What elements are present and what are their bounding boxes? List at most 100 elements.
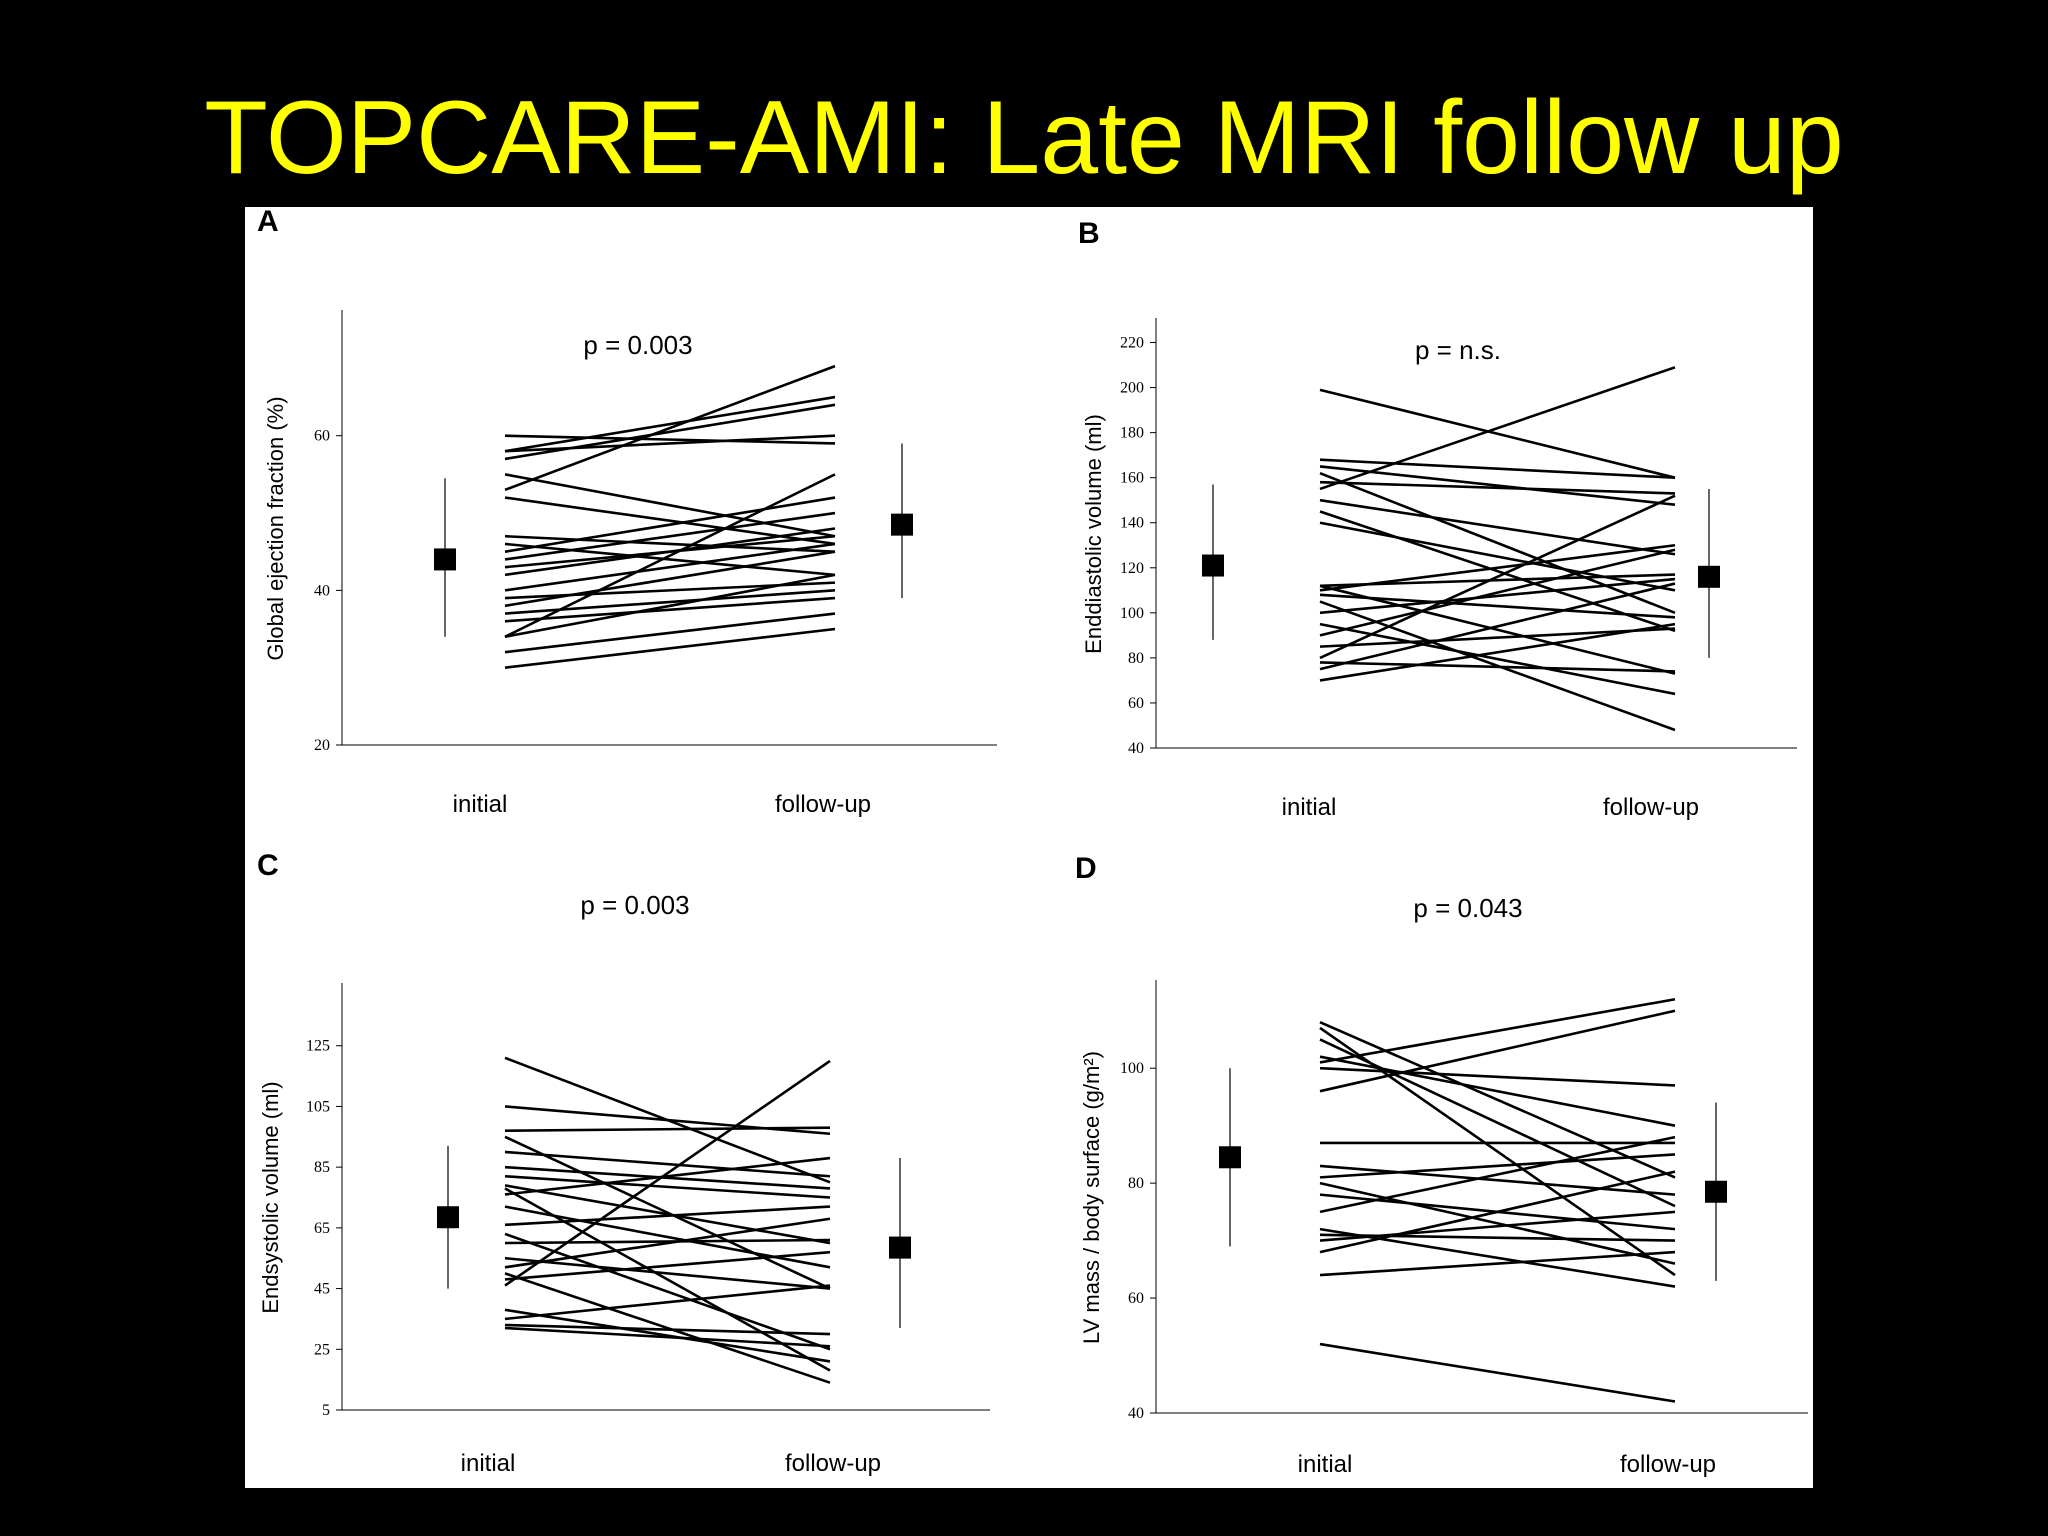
patient-line [504, 403, 836, 461]
panel-letter: C [257, 849, 279, 882]
y-tick-label: 120 [1120, 560, 1144, 577]
patient-line [1319, 573, 1676, 588]
patient-line [504, 627, 836, 669]
patient-line [504, 1059, 831, 1287]
patient-line [504, 473, 836, 638]
mean-marker [889, 1236, 911, 1259]
panel-letter: B [1078, 217, 1100, 250]
x-category-label: follow-up [775, 791, 871, 818]
y-tick-label: 40 [314, 582, 330, 599]
patient-line [1319, 584, 1676, 675]
patient-line [1319, 577, 1676, 615]
y-tick-label: 25 [314, 1341, 330, 1358]
y-tick-label: 40 [1128, 1405, 1144, 1422]
x-category-label: follow-up [1603, 794, 1699, 821]
y-tick-label: 200 [1120, 380, 1144, 397]
y-tick-label: 180 [1120, 425, 1144, 442]
patient-line [1319, 1066, 1676, 1087]
patient-line [1319, 1038, 1676, 1208]
y-axis-title: Enddiastolic volume (ml) [1081, 414, 1106, 654]
patient-line [1319, 1021, 1676, 1179]
patient-line [504, 434, 836, 453]
patient-line [504, 1165, 831, 1190]
y-tick-label: 85 [314, 1159, 330, 1176]
patient-line [504, 1135, 831, 1290]
patient-line [504, 1326, 831, 1348]
mean-marker [1219, 1146, 1241, 1169]
y-tick-label: 60 [1128, 1290, 1144, 1307]
patient-line [1319, 1026, 1676, 1277]
chart-panel-d: Dp = 0.043 40 60 80 100 LV mass / body surfac… [1075, 852, 1808, 1478]
patient-line [1319, 388, 1676, 479]
patient-line [504, 473, 836, 538]
patient-line [504, 1174, 831, 1199]
patient-line [504, 581, 836, 600]
patient-line [504, 1272, 831, 1384]
patient-line [1319, 1193, 1676, 1231]
y-tick-label: 60 [314, 428, 330, 445]
patient-line [1319, 1250, 1676, 1277]
y-tick-label: 60 [1128, 695, 1144, 712]
patient-line [504, 542, 836, 592]
patient-line [504, 534, 836, 553]
y-tick-label: 20 [314, 737, 330, 754]
patient-line [1319, 480, 1676, 495]
chart-panel-a: Ap = 0.003 20 40 60 Global ejection fraction… [257, 207, 997, 818]
y-tick-label: 220 [1120, 335, 1144, 352]
x-category-label: follow-up [785, 1450, 881, 1477]
y-tick-label: 125 [306, 1038, 330, 1055]
patient-line [1319, 622, 1676, 696]
y-tick-label: 40 [1128, 740, 1144, 757]
patient-line [504, 1308, 831, 1363]
patient-line [1319, 471, 1676, 615]
y-tick-label: 160 [1120, 470, 1144, 487]
patient-line [1319, 1153, 1676, 1179]
y-tick-label: 100 [1120, 605, 1144, 622]
patient-line [504, 596, 836, 623]
patient-line [1319, 582, 1676, 671]
patient-line [504, 1205, 831, 1227]
y-tick-label: 80 [1128, 1175, 1144, 1192]
patient-line [1319, 593, 1676, 619]
patient-line [1319, 627, 1676, 648]
patient-line [1319, 997, 1676, 1064]
patient-line [504, 612, 836, 654]
y-tick-label: 105 [306, 1098, 330, 1115]
patient-line [1319, 465, 1676, 507]
patient-line [504, 364, 836, 492]
patient-line [1319, 622, 1676, 682]
mean-marker [434, 548, 456, 571]
chart-figure: Ap = 0.003 20 40 60 Global ejection fraction… [257, 207, 1808, 1478]
patient-line [504, 511, 836, 561]
y-axis-title: LV mass / body surface (g/m²) [1079, 1051, 1104, 1344]
patient-line [504, 1205, 831, 1269]
patient-line [504, 1238, 831, 1245]
p-value-annotation: p = n.s. [1415, 335, 1501, 365]
patient-line [1319, 600, 1676, 732]
y-tick-label: 5 [322, 1402, 330, 1419]
patient-line [1319, 521, 1676, 592]
mean-marker [1202, 554, 1224, 577]
p-value-annotation: p = 0.003 [583, 330, 692, 360]
patient-line [504, 434, 836, 445]
mean-marker [891, 513, 913, 536]
patient-line [504, 1217, 831, 1269]
patient-line [504, 1156, 831, 1196]
patient-line [504, 496, 836, 546]
mean-marker [1705, 1180, 1727, 1203]
y-tick-label: 80 [1128, 650, 1144, 667]
patient-line [504, 1232, 831, 1351]
x-category-label: initial [461, 1450, 516, 1477]
y-tick-label: 45 [314, 1281, 330, 1298]
patient-line [504, 1284, 831, 1321]
patient-line [504, 395, 836, 453]
y-tick-label: 140 [1120, 515, 1144, 532]
patient-line [504, 534, 836, 569]
patient-line [1319, 1009, 1676, 1093]
y-tick-label: 65 [314, 1220, 330, 1237]
patient-line [504, 589, 836, 615]
mean-marker [437, 1206, 459, 1229]
p-value-annotation: p = 0.003 [580, 890, 689, 920]
x-category-label: follow-up [1620, 1451, 1716, 1478]
